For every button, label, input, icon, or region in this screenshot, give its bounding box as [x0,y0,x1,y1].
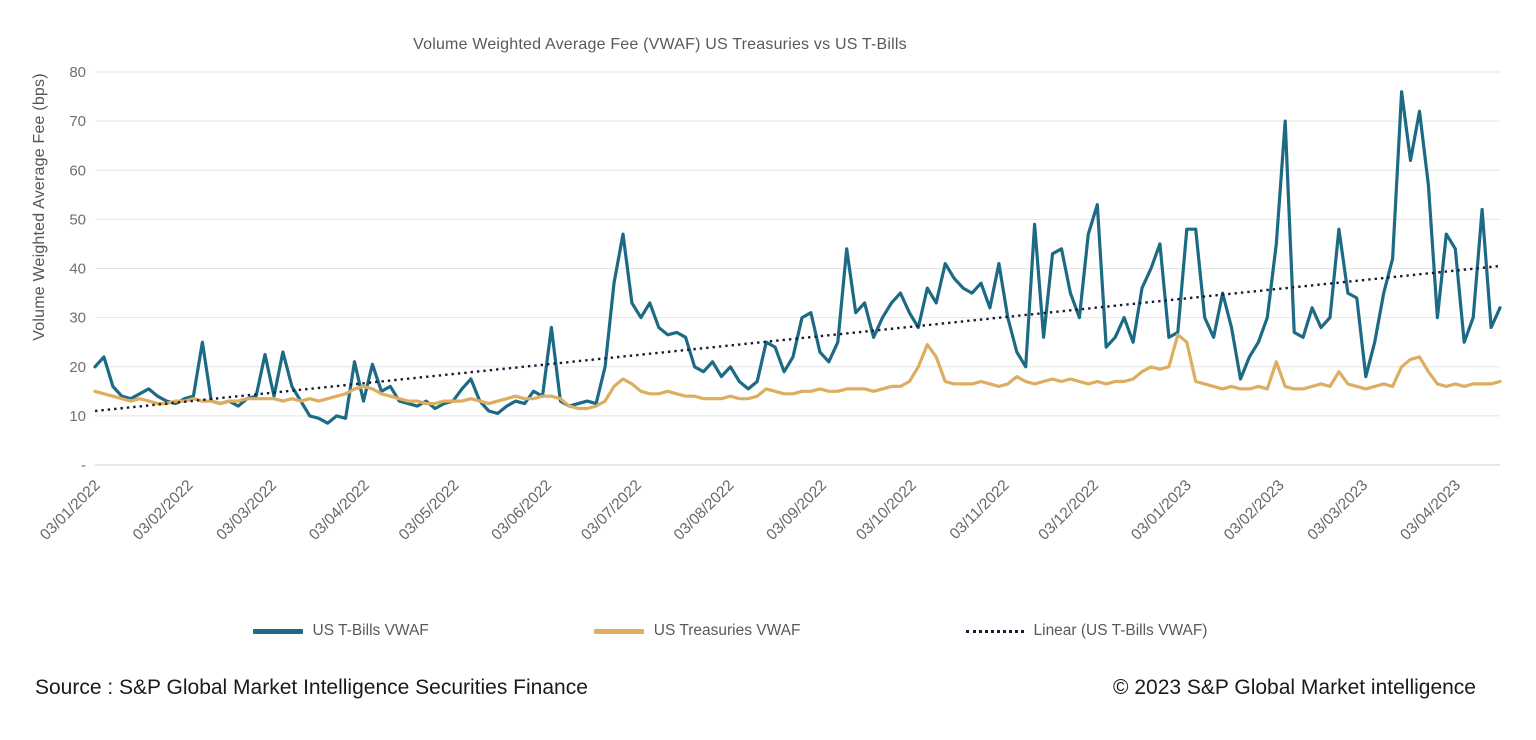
footer: Source : S&P Global Market Intelligence … [0,676,1536,700]
svg-text:03/12/2022: 03/12/2022 [1035,477,1102,544]
svg-text:03/08/2022: 03/08/2022 [671,477,738,544]
svg-text:70: 70 [69,113,86,130]
trend-dotted-swatch-icon [965,629,1024,633]
copyright-text: © 2023 S&P Global Market intelligence [1113,676,1476,699]
svg-text:40: 40 [69,261,86,278]
legend-item-linear-trend: Linear (US T-Bills VWAF) [965,622,1208,640]
svg-text:03/04/2022: 03/04/2022 [306,477,373,544]
svg-text:03/11/2022: 03/11/2022 [947,477,1013,543]
svg-text:03/01/2022: 03/01/2022 [37,477,104,544]
legend-item-treasuries: US Treasuries VWAF [593,622,801,640]
svg-text:20: 20 [69,359,86,376]
svg-text:03/06/2022: 03/06/2022 [488,477,555,544]
legend-label-linear-trend: Linear (US T-Bills VWAF) [1033,622,1208,639]
svg-text:03/07/2022: 03/07/2022 [578,477,645,544]
legend-item-tbills: US T-Bills VWAF [252,622,429,640]
source-text: Source : S&P Global Market Intelligence … [35,676,588,699]
chart-title: Volume Weighted Average Fee (VWAF) US Tr… [413,36,907,53]
svg-text:03/09/2022: 03/09/2022 [763,477,830,544]
svg-text:03/01/2023: 03/01/2023 [1128,477,1195,544]
svg-text:03/02/2022: 03/02/2022 [130,477,197,544]
svg-text:80: 80 [69,64,86,81]
svg-text:60: 60 [69,162,86,179]
svg-text:-: - [81,457,86,474]
svg-text:03/10/2022: 03/10/2022 [853,477,920,544]
legend-label-treasuries: US Treasuries VWAF [653,622,801,639]
svg-text:30: 30 [69,310,86,327]
svg-text:03/02/2023: 03/02/2023 [1221,477,1288,544]
legend-label-tbills: US T-Bills VWAF [312,622,429,639]
svg-text:50: 50 [69,211,86,228]
svg-text:10: 10 [69,408,86,425]
svg-text:03/05/2022: 03/05/2022 [396,477,463,544]
tbills-line-swatch-icon [252,628,303,634]
treasuries-line-swatch-icon [593,628,644,634]
svg-text:03/03/2022: 03/03/2022 [213,477,280,544]
svg-text:03/04/2023: 03/04/2023 [1397,477,1464,544]
chart-legend: US T-Bills VWAF US Treasuries VWAF Linea… [0,622,1460,640]
svg-text:03/03/2023: 03/03/2023 [1304,477,1371,544]
